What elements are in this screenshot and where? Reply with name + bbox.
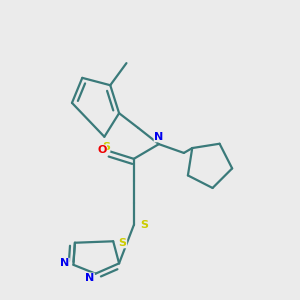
Text: N: N	[154, 132, 164, 142]
Text: N: N	[85, 273, 94, 283]
Text: S: S	[140, 220, 148, 230]
Text: O: O	[97, 145, 107, 155]
Text: S: S	[118, 238, 127, 248]
Text: N: N	[60, 258, 69, 268]
Text: S: S	[102, 142, 110, 152]
